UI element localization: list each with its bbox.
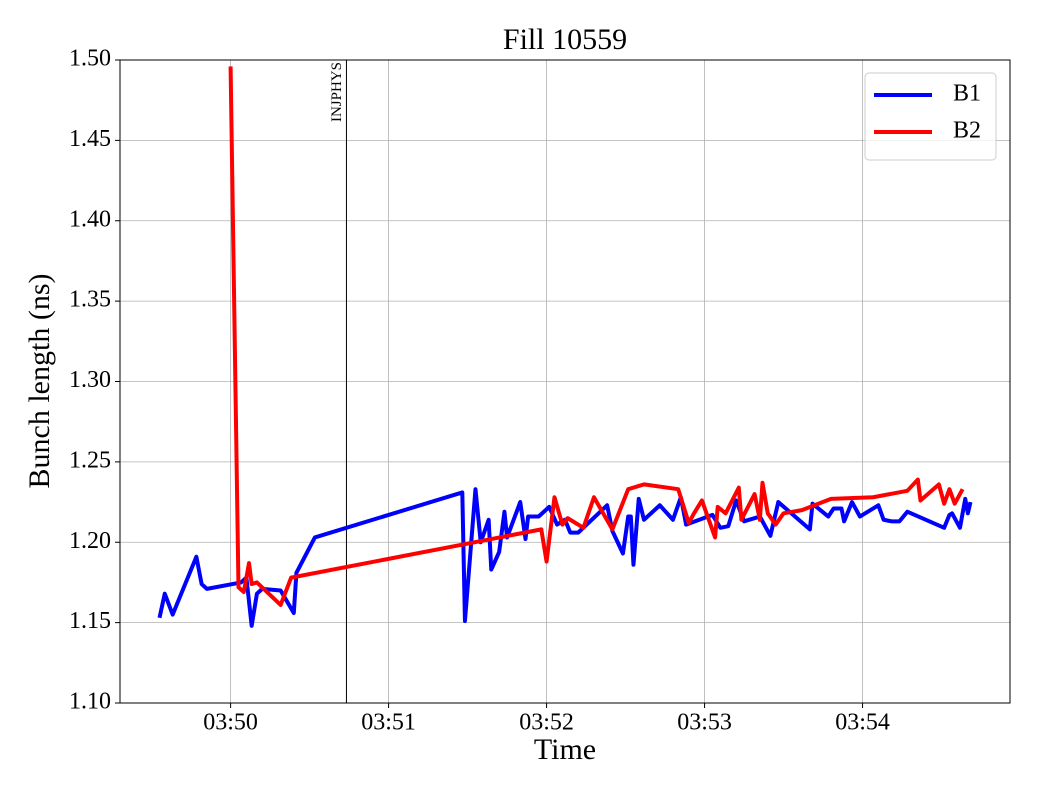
y-tick-label: 1.15 <box>69 608 111 634</box>
series-line <box>157 487 973 628</box>
chart-title: Fill 10559 <box>503 23 627 56</box>
y-tick-label: 1.45 <box>69 126 111 152</box>
y-tick-label: 1.25 <box>69 447 111 473</box>
y-axis-label: Bunch length (ns) <box>23 274 56 489</box>
x-tick-label: 03:52 <box>519 710 574 736</box>
x-tick-label: 03:50 <box>203 710 258 736</box>
x-tick-label: 03:53 <box>677 710 732 736</box>
annotation-label: INJPHYS <box>329 62 345 122</box>
y-tick-label: 1.10 <box>69 689 111 715</box>
y-tick-label: 1.20 <box>69 528 111 554</box>
legend-label: B1 <box>953 81 981 107</box>
series-line <box>228 66 965 607</box>
y-tick-label: 1.50 <box>69 46 111 72</box>
y-tick-label: 1.40 <box>69 206 111 232</box>
y-tick-label: 1.30 <box>69 367 111 393</box>
legend-label: B2 <box>953 118 981 144</box>
grid <box>120 59 1010 704</box>
y-tick-label: 1.35 <box>69 287 111 313</box>
x-tick-label: 03:54 <box>835 710 890 736</box>
plot-frame <box>119 59 1011 704</box>
x-axis-label: Time <box>534 733 596 766</box>
x-tick-label: 03:51 <box>361 710 416 736</box>
